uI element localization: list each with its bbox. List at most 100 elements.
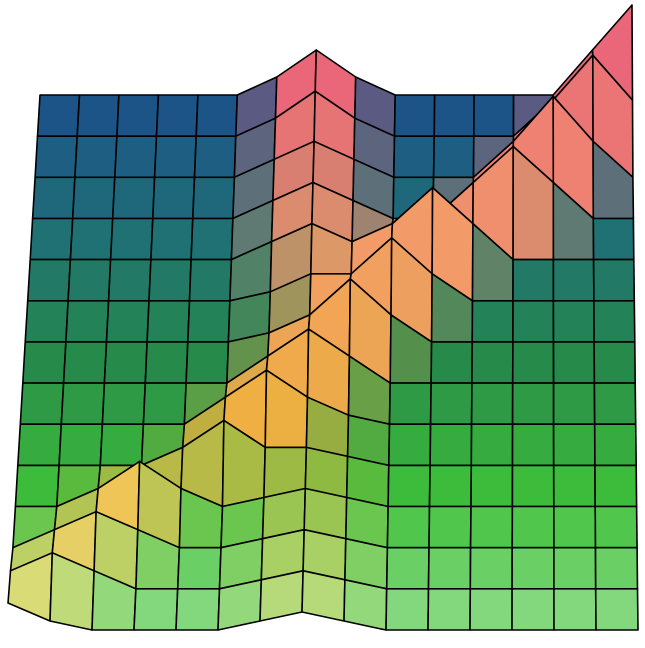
surface-patch [15,465,59,506]
surface-patch [513,260,553,301]
surface-patch [513,383,554,424]
surface-patch [389,424,431,465]
surface-patch [470,589,512,630]
surface-patch [38,95,80,136]
surface-patch [109,260,151,301]
surface-patch [23,342,66,383]
surface-patch [176,589,220,630]
surface-patch [428,589,470,630]
surface-patch [554,342,595,383]
surface-patch [18,424,62,465]
surface-patch [387,507,429,548]
surface-patch [117,95,158,136]
surface-patch [195,136,236,177]
surface-patch [434,95,474,136]
surface-patch [113,177,155,218]
surface-patch [104,342,147,383]
surface-patch [594,383,635,424]
surface-patch [594,301,635,342]
surface-patch [596,548,638,589]
surface-patch [75,136,117,177]
surface-patch [554,548,596,589]
surface-patch [554,424,595,465]
surface-patch [387,548,429,589]
surface-patch [188,301,230,342]
surface-patch [554,383,595,424]
surface-patch [472,301,513,342]
surface-patch [70,219,112,260]
surface-patch [115,136,157,177]
surface-patch [178,548,221,589]
surface-patch [471,507,513,548]
surface-patch [59,424,102,465]
surface-patch [344,580,387,630]
surface-patch [111,219,153,260]
surface-patch [102,383,145,424]
surface-patch [595,465,637,506]
surface-patch [513,301,554,342]
surface-patch [430,465,472,506]
surface-patch [190,260,232,301]
surface-patch [471,424,512,465]
surface-patch [594,342,635,383]
surface-patch [260,571,303,621]
surface-patch [472,342,513,383]
surface-patch [66,301,109,342]
surface-patch [554,465,596,506]
surface-patch [153,177,195,218]
surface-patch [472,383,513,424]
surface-patch [596,589,638,630]
surface-patch [386,589,429,630]
surface-patch [553,301,594,342]
surface-patch [196,95,237,136]
surface-patch [512,548,554,589]
surface-patch [151,219,193,260]
surface-patch [595,507,637,548]
surface-patch [73,177,115,218]
surface-patch [429,548,471,589]
surface-patch [77,95,119,136]
surface-patch [594,260,635,301]
surface-patch [431,383,472,424]
surface-patch [513,424,554,465]
surface-patch [430,424,472,465]
surface-patch [149,260,191,301]
surface-patch [554,507,596,548]
surface-patch [186,342,228,383]
surface-patch [512,465,553,506]
surface-patch [68,260,111,301]
surface-patch [28,260,71,301]
surface-patch [143,383,186,424]
surface-patch [513,342,554,383]
surface-patch [155,136,197,177]
surface-patch [434,136,474,177]
surface-patch [33,177,75,218]
surface-patch [218,580,261,630]
surface-patch [157,95,198,136]
surface-patch [302,571,345,621]
surface-patch [388,465,430,506]
surface-patch [471,465,513,506]
surface-patch [512,507,554,548]
surface-patch [593,219,634,260]
surface-patch [554,589,596,630]
surface-patch [147,301,189,342]
surface-patch [395,95,435,136]
surface-patch [553,260,594,301]
surface-patch [25,301,68,342]
surface-patch [134,589,178,630]
surface-patch [595,424,637,465]
surface-patch [107,301,150,342]
surface-patch [35,136,77,177]
surface-patch [61,383,104,424]
surface-patch [474,95,514,136]
surface-chart [0,0,645,648]
surface-patch [431,342,472,383]
surface-patch [470,548,512,589]
surface-patch [145,342,188,383]
surface-patch [64,342,107,383]
surface-patch [30,219,72,260]
surface-patch [193,177,235,218]
surface-patch [20,383,63,424]
surface-patch [191,219,233,260]
